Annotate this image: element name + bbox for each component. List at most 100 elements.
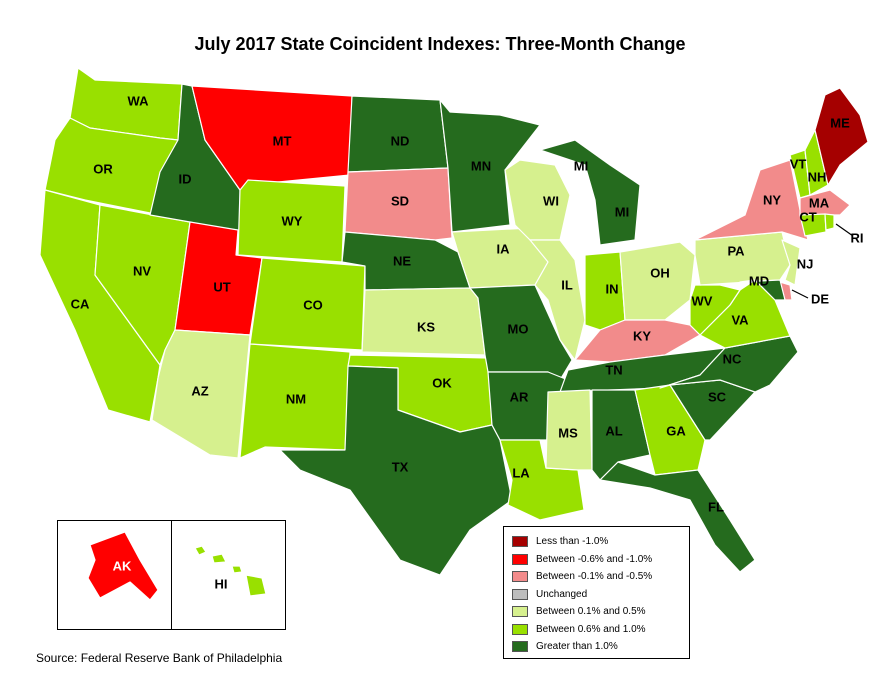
label-id: ID <box>179 171 192 186</box>
label-tx: TX <box>392 459 409 474</box>
callout-line-ri <box>835 223 854 237</box>
label-ak: AK <box>113 558 132 573</box>
legend-swatch <box>512 588 528 600</box>
label-wa: WA <box>128 93 150 108</box>
label-il: IL <box>561 277 573 292</box>
label-mt: MT <box>273 133 292 148</box>
label-co: CO <box>303 297 323 312</box>
state-me[interactable] <box>814 87 869 186</box>
state-nc[interactable] <box>659 335 799 393</box>
label-ne: NE <box>393 253 411 268</box>
state-fl[interactable] <box>599 461 756 573</box>
label-ks: KS <box>417 319 435 334</box>
legend-swatch <box>512 606 528 618</box>
legend-label: Less than -1.0% <box>536 536 609 548</box>
state-ms[interactable] <box>545 389 593 471</box>
state-sd[interactable] <box>344 167 453 241</box>
map-title: July 2017 State Coincident Indexes: Thre… <box>194 34 686 54</box>
state-md[interactable] <box>739 279 786 301</box>
label-al: AL <box>605 423 622 438</box>
label-hi: HI <box>215 576 228 591</box>
label-ut: UT <box>213 279 230 294</box>
label-mo: MO <box>508 321 529 336</box>
callout-line-de <box>791 289 809 299</box>
label-nd: ND <box>391 133 410 148</box>
label-ky: KY <box>633 328 651 343</box>
legend: Less than -1.0% Between -0.6% and -1.0% … <box>503 526 690 659</box>
label-wv: WV <box>692 293 713 308</box>
state-ma[interactable] <box>799 189 851 216</box>
legend-item: Between 0.6% and 1.0% <box>512 621 681 639</box>
legend-label: Between -0.1% and -0.5% <box>536 571 653 583</box>
legend-item: Between -0.6% and -1.0% <box>512 551 681 569</box>
state-wy[interactable] <box>237 179 346 263</box>
legend-item: Between -0.1% and -0.5% <box>512 568 681 586</box>
label-ca: CA <box>71 296 90 311</box>
label-ok: OK <box>432 375 452 390</box>
legend-label: Between -0.6% and -1.0% <box>536 553 653 565</box>
label-in: IN <box>606 281 619 296</box>
label-nm: NM <box>286 391 306 406</box>
label-va: VA <box>731 312 749 327</box>
state-ny[interactable] <box>694 159 809 241</box>
legend-label: Greater than 1.0% <box>536 641 618 653</box>
label-ny: NY <box>763 192 781 207</box>
label-ga: GA <box>666 423 686 438</box>
state-tx[interactable] <box>279 365 513 576</box>
legend-item: Between 0.1% and 0.5% <box>512 603 681 621</box>
state-la[interactable] <box>499 439 585 521</box>
label-oh: OH <box>650 265 670 280</box>
label-mi: MI <box>615 204 629 219</box>
label-or: OR <box>93 161 113 176</box>
label-me: ME <box>830 115 850 130</box>
legend-swatch <box>512 571 528 583</box>
legend-swatch <box>512 536 528 548</box>
state-nj[interactable] <box>781 239 801 286</box>
state-ct[interactable] <box>799 213 827 237</box>
legend-swatch <box>512 623 528 635</box>
state-mi[interactable] <box>539 139 641 246</box>
state-pa[interactable] <box>694 231 791 286</box>
state-wi[interactable] <box>504 159 571 241</box>
state-ak[interactable] <box>87 531 159 601</box>
legend-item: Unchanged <box>512 586 681 604</box>
label-ri: RI <box>851 230 864 245</box>
label-ar: AR <box>510 389 529 404</box>
source-note: Source: Federal Reserve Bank of Philadel… <box>36 651 283 665</box>
state-oh[interactable] <box>619 241 696 321</box>
legend-label: Between 0.1% and 0.5% <box>536 606 646 618</box>
state-il[interactable] <box>529 239 586 361</box>
inset-divider <box>171 520 172 630</box>
state-nm[interactable] <box>239 343 351 459</box>
label-fl: FL <box>708 499 724 514</box>
label-az: AZ <box>191 383 208 398</box>
label-ms: MS <box>558 425 578 440</box>
label-la: LA <box>512 465 530 480</box>
label-ia: IA <box>497 241 511 256</box>
label-nh: NH <box>808 169 827 184</box>
legend-swatch <box>512 641 528 653</box>
label-md: MD <box>749 273 769 288</box>
legend-label: Between 0.6% and 1.0% <box>536 623 646 635</box>
label-nc: NC <box>723 351 742 366</box>
label-mn: MN <box>471 158 491 173</box>
label-vt: VT <box>790 156 807 171</box>
state-wv[interactable] <box>689 284 741 336</box>
label-ct: CT <box>799 209 816 224</box>
label-pa: PA <box>727 243 745 258</box>
label-nv: NV <box>133 263 151 278</box>
state-hi[interactable] <box>194 545 267 597</box>
state-ri[interactable] <box>824 213 835 231</box>
label-de: DE <box>811 291 829 306</box>
label-ma: MA <box>809 195 830 210</box>
legend-item: Greater than 1.0% <box>512 638 681 656</box>
legend-swatch <box>512 553 528 565</box>
label-nj: NJ <box>797 256 814 271</box>
label-sc: SC <box>708 389 727 404</box>
state-az[interactable] <box>151 329 251 459</box>
label-tn: TN <box>605 362 622 377</box>
label-wy: WY <box>282 213 303 228</box>
legend-item: Less than -1.0% <box>512 533 681 551</box>
legend-label: Unchanged <box>536 588 588 600</box>
label-wi: WI <box>543 193 559 208</box>
